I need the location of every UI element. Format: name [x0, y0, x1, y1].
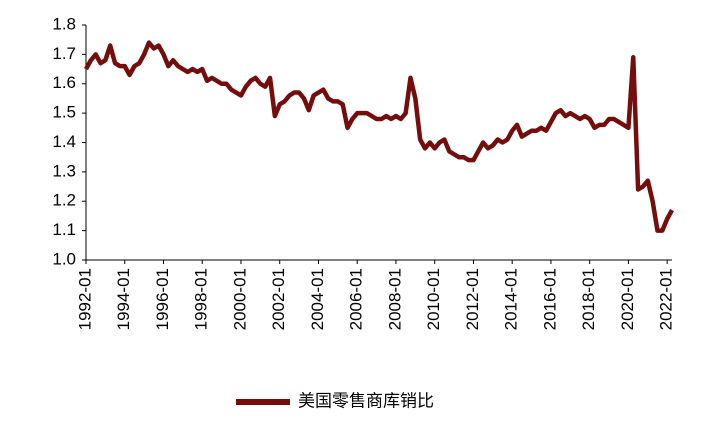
legend-label: 美国零售商库销比 — [298, 391, 434, 410]
x-tick-label: 2016-01 — [540, 268, 559, 330]
y-tick-label: 1.0 — [52, 249, 76, 268]
x-tick-label: 2002-01 — [269, 268, 288, 330]
x-tick-label: 1998-01 — [192, 268, 211, 330]
y-tick-label: 1.2 — [52, 191, 76, 210]
x-tick-label: 2004-01 — [308, 268, 327, 330]
data-line — [84, 40, 674, 233]
x-tick-label: 2008-01 — [385, 268, 404, 330]
y-tick-label: 1.8 — [52, 14, 76, 33]
x-tick-label: 2012-01 — [463, 268, 482, 330]
x-tick-label: 2010-01 — [424, 268, 443, 330]
y-tick-label: 1.1 — [52, 220, 76, 239]
x-tick-label: 1996-01 — [153, 268, 172, 330]
x-tick-label: 1992-01 — [75, 268, 94, 330]
y-tick-label: 1.5 — [52, 103, 76, 122]
y-tick-label: 1.4 — [52, 132, 76, 151]
y-tick-label: 1.6 — [52, 73, 76, 92]
x-tick-label: 2006-01 — [347, 268, 366, 330]
x-tick-label: 2018-01 — [579, 268, 598, 330]
x-tick-label: 2000-01 — [230, 268, 249, 330]
x-tick-label: 2022-01 — [657, 268, 676, 330]
x-tick-label: 2020-01 — [618, 268, 637, 330]
x-tick-label: 1994-01 — [114, 268, 133, 330]
y-tick-label: 1.7 — [52, 44, 76, 63]
y-tick-label: 1.3 — [52, 161, 76, 180]
x-tick-label: 2014-01 — [502, 268, 521, 330]
